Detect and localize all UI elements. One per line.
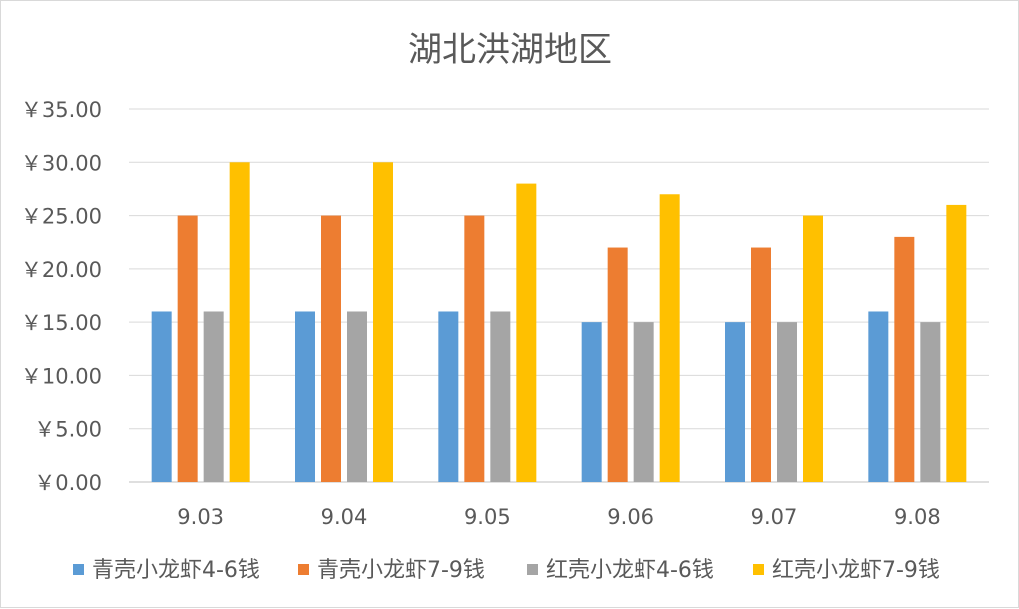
bar [151, 311, 172, 482]
legend-label: 红壳小龙虾4-6钱 [546, 558, 714, 583]
y-tick-label: ￥25.00 [21, 205, 102, 229]
y-tick-label: ￥10.00 [21, 364, 102, 388]
legend-swatch [73, 564, 84, 575]
bar [229, 162, 250, 483]
bar [347, 311, 367, 482]
bar [490, 311, 511, 482]
x-tick-label: 9.06 [607, 505, 654, 529]
chart-title: 湖北洪湖地区 [408, 30, 612, 70]
bar [725, 322, 745, 482]
bar [607, 247, 628, 482]
bar [920, 322, 941, 482]
y-tick-label: ￥5.00 [34, 418, 102, 442]
bar [946, 204, 967, 482]
bar [203, 311, 224, 482]
legend-swatch [298, 564, 309, 575]
x-tick-label: 9.07 [751, 505, 798, 529]
legend-swatch [527, 564, 538, 575]
x-tick-label: 9.08 [894, 505, 941, 529]
bar [321, 215, 341, 483]
bar [177, 215, 198, 483]
gridlines [129, 108, 989, 483]
y-axis-tick-labels: ￥0.00 ￥5.00 ￥10.00 ￥15.00 ￥20.00 ￥25.00 ￥30.00… [21, 98, 102, 495]
y-tick-label: ￥20.00 [21, 258, 102, 282]
bar [438, 311, 459, 482]
legend-label: 青壳小龙虾7-9钱 [317, 558, 485, 583]
x-tick-label: 9.03 [177, 505, 224, 529]
bar [868, 311, 889, 482]
bar [894, 236, 915, 482]
legend-swatch [753, 564, 764, 575]
x-tick-label: 9.05 [464, 505, 511, 529]
legend-label: 青壳小龙虾4-6钱 [92, 558, 260, 583]
x-axis-tick-labels: 9.03 9.04 9.05 9.06 9.07 9.08 [177, 505, 940, 529]
y-tick-label: ￥0.00 [34, 471, 102, 495]
y-tick-label: ￥30.00 [21, 151, 102, 175]
bar [581, 322, 602, 482]
bar [777, 322, 797, 482]
bar [633, 322, 654, 482]
y-tick-label: ￥35.00 [21, 98, 102, 122]
bars [151, 162, 967, 483]
legend: 青壳小龙虾4-6钱 青壳小龙虾7-9钱 红壳小龙虾4-6钱 红壳小龙虾7-9钱 [73, 558, 940, 583]
x-tick-label: 9.04 [321, 505, 368, 529]
y-tick-label: ￥15.00 [21, 311, 102, 335]
legend-label: 红壳小龙虾7-9钱 [772, 558, 940, 583]
bar [295, 311, 315, 482]
bar [516, 183, 537, 482]
bar [751, 247, 771, 482]
bar [373, 162, 393, 483]
bar [803, 215, 823, 483]
bar [659, 194, 680, 482]
bar [464, 215, 485, 483]
